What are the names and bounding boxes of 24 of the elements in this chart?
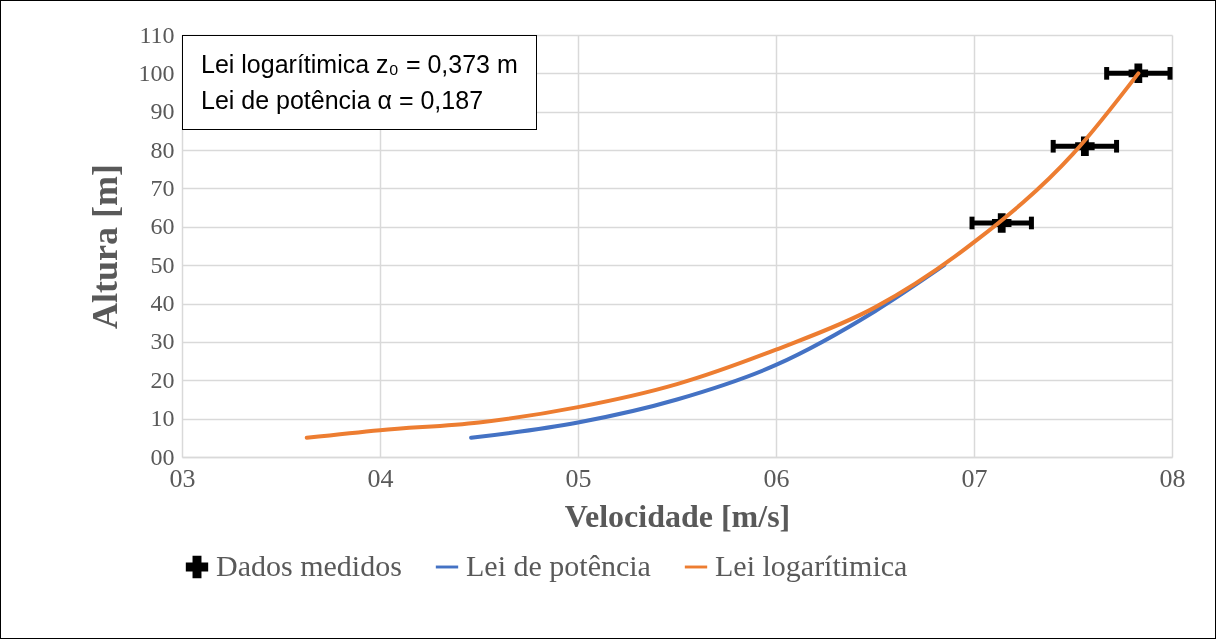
y-tick-label: 90 [150,98,175,125]
y-tick-label: 30 [150,328,175,355]
x-tick-label: 05 [565,463,592,493]
y-tick-label: 50 [150,251,175,278]
x-tick-label: 04 [367,463,394,493]
legend-label: Lei logarítimica [715,549,908,582]
x-tick-label: 08 [1159,463,1186,493]
y-tick-label: 60 [150,213,175,240]
y-tick-label: 20 [150,366,175,393]
y-tick-label: 00 [150,443,175,470]
legend-label: Dados medidos [216,549,402,582]
y-tick-label: 80 [150,136,175,163]
annotation: Lei de potência α = 0,187 [201,85,485,117]
annotation: Lei logarítimica z₀ = 0,373 m [201,49,518,80]
y-tick-label: 10 [150,405,175,432]
x-tick-label: 06 [763,463,790,493]
y-tick-label: 70 [150,174,175,201]
x-tick-label: 07 [961,463,988,493]
y-tick-label: 100 [138,59,175,86]
y-tick-label: 110 [139,21,175,48]
y-tick-label: 40 [150,290,175,317]
legend-label: Lei de potência [466,549,651,582]
x-axis-title: Velocidade [m/s] [564,497,791,534]
y-axis-title: Altura [m] [84,164,125,329]
